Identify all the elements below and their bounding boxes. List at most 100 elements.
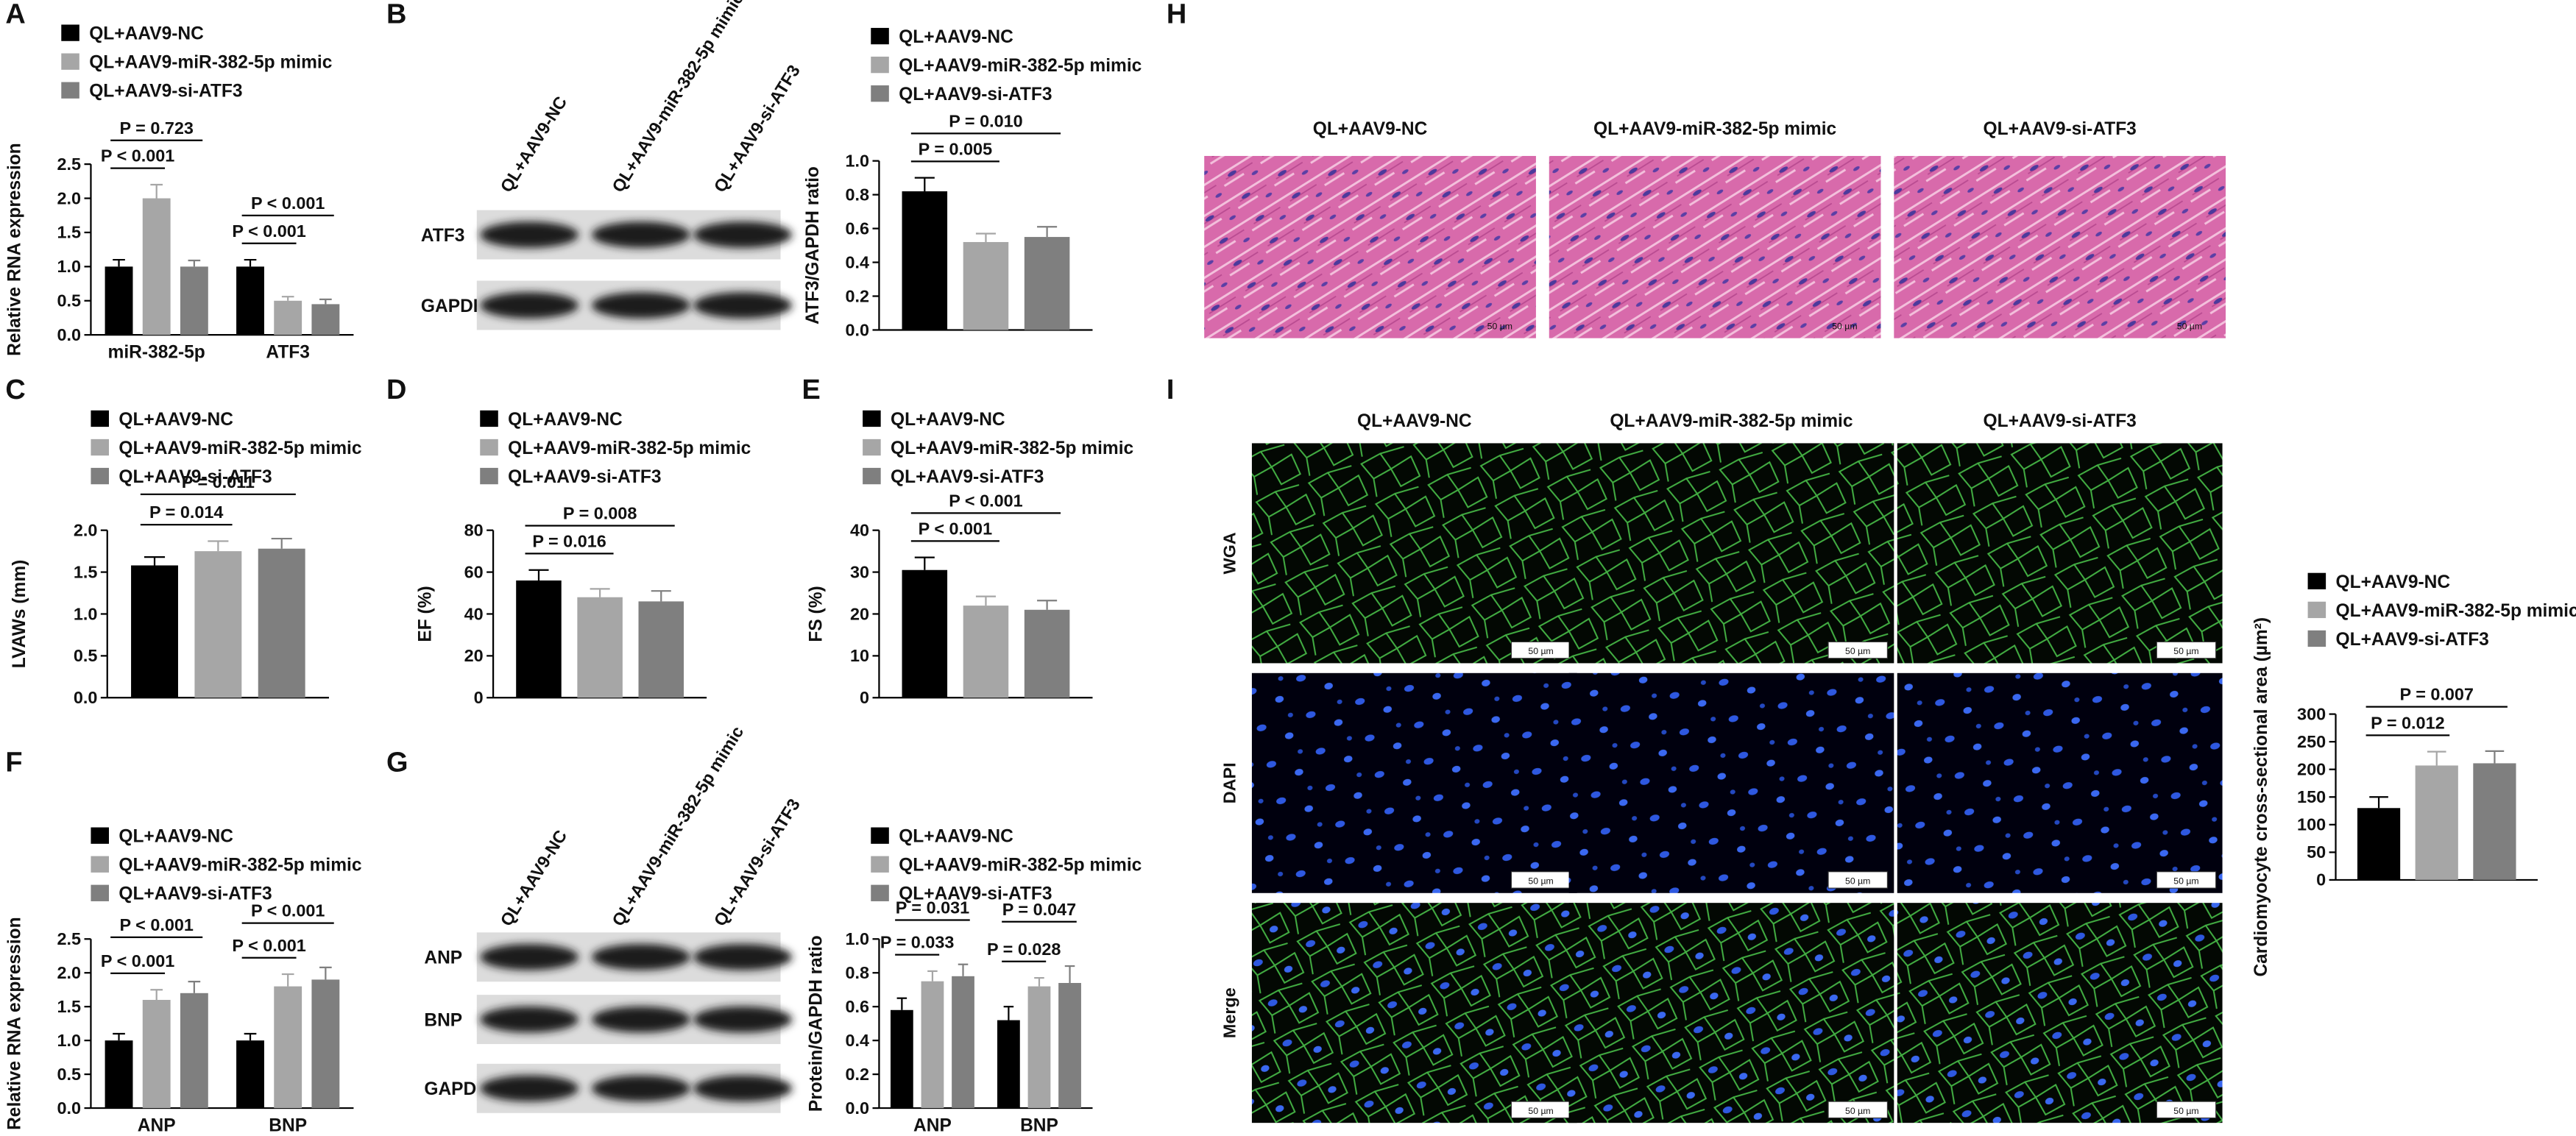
scale-bar-box — [2156, 641, 2217, 659]
y-axis-label: Relative RNA expression — [5, 143, 25, 356]
blot-band — [693, 1006, 793, 1033]
legend-label: QL+AAV9-miR-382-5p mimic — [89, 53, 332, 73]
micrograph — [1251, 672, 1577, 893]
blot-band — [591, 292, 690, 319]
legend-label: QL+AAV9-miR-382-5p mimic — [899, 56, 1142, 76]
legend-swatch — [863, 410, 881, 427]
micrograph — [1251, 903, 1577, 1123]
blot-band — [693, 943, 793, 970]
legend-label: QL+AAV9-si-ATF3 — [89, 82, 242, 102]
bar — [311, 304, 340, 336]
lane-label: QL+AAV9-si-ATF3 — [710, 795, 804, 929]
scale-bar: 50 µm — [2177, 321, 2202, 331]
micrograph — [1549, 155, 1881, 338]
y-axis-label: LVAWs (mm) — [10, 560, 29, 669]
p-value: P < 0.001 — [232, 221, 305, 241]
bar — [105, 266, 133, 336]
y-axis-label: EF (%) — [415, 586, 435, 642]
bar — [194, 551, 242, 698]
blot-band — [480, 1006, 579, 1033]
micrograph — [1251, 443, 1577, 664]
scale-bar: 50 µm — [2173, 1106, 2198, 1116]
row-label: BNP — [424, 1011, 462, 1031]
y-tick-label: 0.5 — [74, 646, 98, 665]
scale-bar: 50 µm — [1845, 876, 1870, 887]
bar — [902, 569, 948, 698]
bar — [516, 580, 562, 698]
y-tick-label: 20 — [464, 646, 484, 665]
scale-bar: 50 µm — [1528, 1106, 1553, 1116]
bar — [2473, 763, 2516, 880]
micrograph — [1568, 903, 1894, 1123]
bar — [1024, 609, 1070, 698]
scale-bar: 50 µm — [1845, 1106, 1870, 1116]
y-tick-label: 1.0 — [845, 151, 869, 170]
p-value: P = 0.012 — [2371, 713, 2444, 732]
legend-label: QL+AAV9-NC — [508, 410, 623, 430]
legend-swatch — [480, 439, 498, 456]
legend-label: QL+AAV9-NC — [899, 827, 1013, 847]
y-tick-label: 2.5 — [57, 155, 82, 174]
y-tick-label: 100 — [2297, 815, 2326, 834]
legend-swatch — [91, 856, 109, 873]
legend-swatch — [91, 439, 109, 456]
legend-swatch — [91, 467, 109, 485]
row-label: GAPDH — [421, 297, 486, 316]
legend-swatch — [61, 53, 79, 70]
p-value: P = 0.008 — [563, 504, 637, 523]
row-label: ATF3 — [421, 226, 465, 246]
legend-swatch — [863, 467, 881, 485]
bar — [180, 993, 208, 1109]
y-tick-label: 0.6 — [845, 997, 869, 1016]
scale-bar-box — [1827, 641, 1888, 659]
lane-label: QL+AAV9-NC — [497, 827, 571, 930]
legend-label: QL+AAV9-si-ATF3 — [899, 85, 1052, 104]
bar — [131, 565, 178, 698]
scale-bar-box — [1827, 871, 1888, 889]
y-tick-label: 30 — [850, 562, 869, 581]
bar — [105, 1040, 133, 1109]
row-label: DAPI — [1220, 762, 1239, 803]
y-axis-label: Cardiomyocyte cross-sectional area (µm²) — [2251, 617, 2271, 977]
micrograph — [1897, 443, 2223, 664]
bar — [1027, 986, 1051, 1109]
p-value: P < 0.001 — [919, 519, 992, 538]
y-tick-label: 1.0 — [57, 1031, 82, 1050]
p-value: P < 0.001 — [119, 915, 193, 934]
legend-label: QL+AAV9-si-ATF3 — [508, 467, 661, 487]
bar — [952, 976, 974, 1109]
panel-label: I — [1167, 374, 1175, 405]
bar — [311, 979, 340, 1109]
bar — [997, 1020, 1020, 1109]
p-value: P = 0.033 — [880, 933, 954, 952]
micrograph — [1897, 672, 2223, 893]
panel-label: F — [5, 748, 22, 778]
bar — [1058, 983, 1081, 1109]
legend-label: QL+AAV9-miR-382-5p mimic — [508, 439, 751, 458]
legend-swatch — [2307, 630, 2326, 647]
micrograph — [1568, 443, 1894, 664]
y-tick-label: 0.6 — [845, 219, 869, 238]
bar — [963, 241, 1009, 330]
legend-label: QL+AAV9-NC — [2336, 572, 2451, 592]
legend-swatch — [863, 439, 881, 456]
scale-bar: 50 µm — [1832, 321, 1857, 331]
bar — [2415, 765, 2458, 880]
y-axis-label: ATF3/GAPDH ratio — [803, 166, 823, 324]
legend-label: QL+AAV9-si-ATF3 — [2336, 630, 2489, 650]
x-tick-label: BNP — [269, 1115, 307, 1135]
scale-bar: 50 µm — [1528, 876, 1553, 887]
legend-label: QL+AAV9-miR-382-5p mimic — [118, 856, 361, 876]
row-label: WGA — [1220, 532, 1239, 574]
p-value: P < 0.001 — [949, 491, 1022, 510]
y-tick-label: 0.0 — [845, 320, 869, 339]
blot-band — [480, 292, 579, 319]
legend-swatch — [91, 410, 109, 427]
x-tick-label: ANP — [138, 1115, 176, 1135]
column-label: QL+AAV9-si-ATF3 — [1984, 119, 2137, 139]
legend-label: QL+AAV9-miR-382-5p mimic — [891, 439, 1133, 458]
panel-label: G — [386, 748, 408, 778]
p-value: P = 0.723 — [119, 118, 193, 138]
y-tick-label: 2.0 — [57, 188, 82, 207]
row-label: Merge — [1220, 987, 1239, 1038]
